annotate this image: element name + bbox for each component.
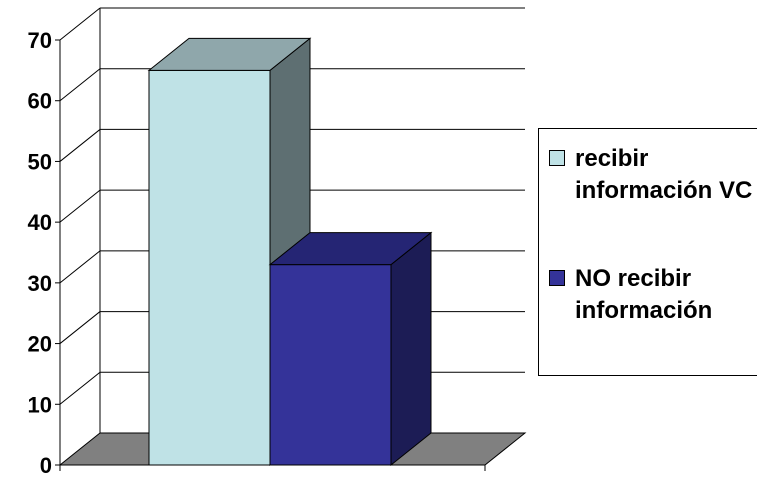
bar-top-series-2 — [268, 232, 433, 266]
legend: recibir información VC NO recibir inform… — [538, 128, 757, 376]
legend-label-series-1: recibir información VC — [575, 145, 753, 204]
y-tick-label-50: 50 — [28, 149, 52, 174]
y-tick-label-40: 40 — [28, 210, 52, 235]
y-tick-label-20: 20 — [28, 332, 52, 357]
side-gridline-30 — [59, 250, 101, 284]
y-tick-label-60: 60 — [28, 89, 52, 114]
y-tick-label-0: 0 — [40, 453, 52, 478]
y-tick-label-10: 10 — [28, 392, 52, 417]
side-gridline-60 — [59, 68, 101, 102]
bar-front-series-2 — [269, 264, 392, 466]
side-gridline-20 — [59, 311, 101, 344]
legend-swatch-series-1 — [549, 150, 565, 166]
side-gridline-10 — [59, 371, 101, 405]
legend-swatch-series-2 — [549, 270, 565, 286]
bar-series-2 — [268, 231, 433, 467]
side-gridline-70 — [59, 7, 101, 41]
y-tick-label-70: 70 — [28, 28, 52, 53]
bar-front-series-1 — [148, 69, 271, 466]
side-gridline-40 — [59, 189, 101, 223]
side-gridline-50 — [59, 129, 101, 162]
legend-label-series-2: NO recibir información — [575, 265, 713, 324]
bar-side-series-2 — [390, 231, 432, 467]
bar-top-series-1 — [147, 37, 312, 71]
y-tick-label-30: 30 — [28, 271, 52, 296]
